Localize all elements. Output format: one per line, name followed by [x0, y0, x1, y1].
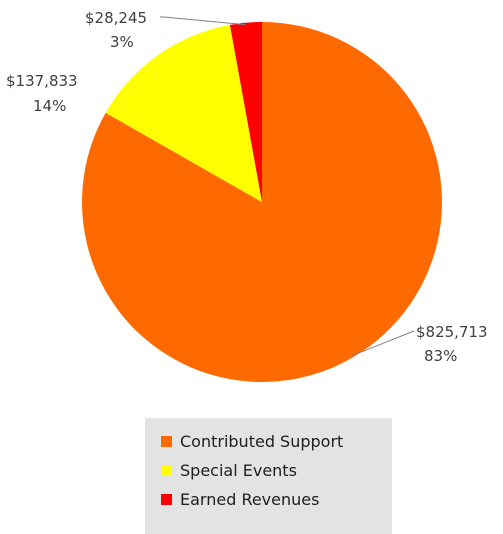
chart-legend: Contributed Support Special Events Earne… — [145, 418, 392, 534]
legend-label: Special Events — [180, 461, 297, 480]
leader-lines — [160, 16, 415, 357]
leader-line-contributed-support — [351, 330, 415, 357]
legend-swatch — [161, 465, 172, 476]
legend-item-special-events: Special Events — [161, 456, 392, 485]
data-label-value: $825,713 — [416, 323, 488, 341]
data-label-contributed-support: $825,713 83% — [416, 323, 488, 365]
data-label-special-events: $137,833 14% — [6, 72, 78, 115]
leader-line-earned-revenues — [160, 16, 247, 26]
data-label-value: $137,833 — [6, 72, 78, 90]
pie-slice-earned-revenues — [229, 21, 262, 202]
pie-slices — [81, 21, 442, 383]
data-label-percent: 3% — [110, 33, 134, 51]
pie-slice-special-events — [105, 24, 262, 203]
legend-item-earned-revenues: Earned Revenues — [161, 485, 392, 514]
pie-slice-contributed-support — [81, 22, 442, 383]
data-label-value: $28,245 — [85, 9, 147, 27]
data-label-percent: 83% — [424, 347, 457, 365]
legend-label: Contributed Support — [180, 432, 344, 451]
legend-item-contributed-support: Contributed Support — [161, 427, 392, 456]
legend-label: Earned Revenues — [180, 490, 320, 509]
legend-swatch — [161, 494, 172, 505]
data-label-percent: 14% — [33, 97, 66, 115]
legend-swatch — [161, 436, 172, 447]
data-label-earned-revenues: $28,245 3% — [85, 9, 147, 51]
